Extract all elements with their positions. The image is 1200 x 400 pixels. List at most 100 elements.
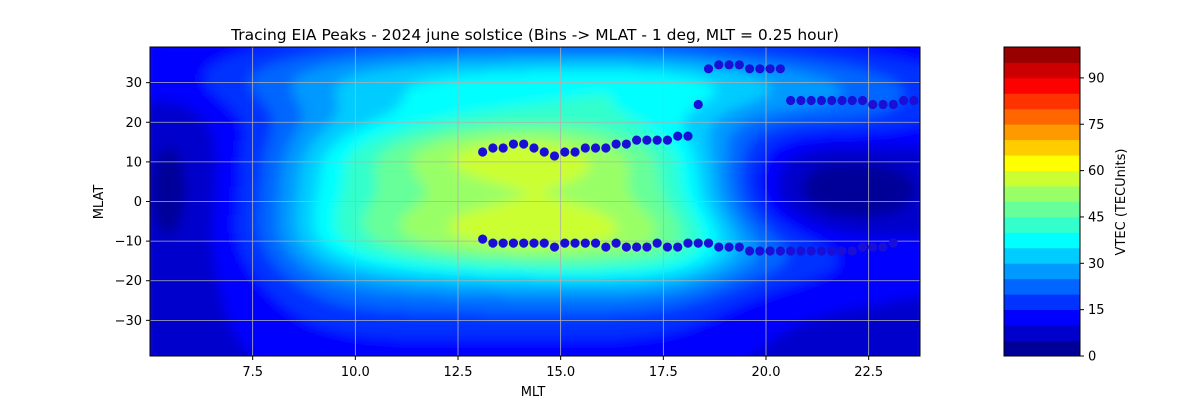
north-peak-point — [509, 139, 518, 148]
south-peak-point — [642, 242, 651, 251]
y-tick-label: 10 — [125, 155, 142, 170]
x-tick-label: 17.5 — [649, 365, 678, 380]
colorbar-band — [1004, 341, 1080, 357]
colorbar-tick-label: 75 — [1088, 118, 1105, 133]
north-peak-point — [817, 96, 826, 105]
colorbar-bands — [1004, 47, 1080, 356]
north-peak-point — [499, 143, 508, 152]
north-peak-point — [694, 100, 703, 109]
south-peak-point — [622, 242, 631, 251]
north-peak-point — [735, 60, 744, 69]
south-peak-point — [724, 242, 733, 251]
plot-area — [140, 37, 931, 368]
y-tick-label: 30 — [125, 76, 142, 91]
south-peak-point — [868, 242, 877, 251]
south-peak-point — [766, 246, 775, 255]
south-peak-point — [827, 246, 836, 255]
north-peak-point — [745, 64, 754, 73]
colorbar-label: VTEC (TECUnits) — [1114, 149, 1129, 256]
colorbar-band — [1004, 47, 1080, 63]
north-peak-point — [724, 60, 733, 69]
north-peak-point — [632, 135, 641, 144]
colorbar-band — [1004, 248, 1080, 264]
chart-title: Tracing EIA Peaks - 2024 june solstice (… — [230, 26, 839, 44]
south-peak-point — [735, 242, 744, 251]
colorbar-band — [1004, 62, 1080, 78]
south-peak-point — [488, 238, 497, 247]
south-peak-point — [632, 242, 641, 251]
colorbar-band — [1004, 263, 1080, 279]
south-peak-point — [550, 242, 559, 251]
south-peak-point — [714, 242, 723, 251]
colorbar-tick-label: 30 — [1088, 257, 1105, 272]
north-peak-point — [642, 135, 651, 144]
south-peak-point — [776, 246, 785, 255]
colorbar-tick-label: 45 — [1088, 210, 1105, 225]
colorbar-tick-label: 0 — [1088, 350, 1096, 365]
north-peak-point — [704, 64, 713, 73]
south-peak-point — [540, 238, 549, 247]
y-tick-label: −10 — [115, 235, 142, 250]
colorbar-tick-label: 60 — [1088, 164, 1105, 179]
south-peak-point — [889, 238, 898, 247]
north-peak-point — [653, 135, 662, 144]
colorbar-band — [1004, 140, 1080, 156]
south-peak-point — [683, 238, 692, 247]
colorbar-ticks: 0 15 30 45 60 75 90 — [1080, 71, 1105, 364]
south-peak-point — [478, 235, 487, 244]
colorbar-band — [1004, 202, 1080, 218]
south-peak-point — [858, 242, 867, 251]
north-peak-point — [878, 100, 887, 109]
south-peak-point — [848, 246, 857, 255]
south-peak-point — [704, 238, 713, 247]
south-peak-point — [499, 238, 508, 247]
north-peak-point — [663, 135, 672, 144]
north-peak-point — [889, 100, 898, 109]
y-axis-label: MLAT — [92, 185, 107, 220]
south-peak-point — [817, 246, 826, 255]
north-peak-point — [519, 139, 528, 148]
colorbar-band — [1004, 217, 1080, 233]
colorbar-band — [1004, 78, 1080, 94]
south-peak-point — [745, 246, 754, 255]
x-tick-label: 20.0 — [752, 365, 781, 380]
north-peak-point — [848, 96, 857, 105]
south-peak-point — [807, 246, 816, 255]
north-peak-point — [560, 147, 569, 156]
south-peak-point — [653, 238, 662, 247]
colorbar-band — [1004, 109, 1080, 125]
x-axis: 7.5 10.0 12.5 15.0 17.5 20.0 22.5 — [242, 356, 883, 380]
south-peak-point — [837, 246, 846, 255]
colorbar-band — [1004, 279, 1080, 295]
colorbar-band — [1004, 124, 1080, 140]
north-peak-point — [612, 139, 621, 148]
x-tick-label: 22.5 — [854, 365, 883, 380]
colorbar-band — [1004, 232, 1080, 248]
north-peak-point — [786, 96, 795, 105]
north-peak-point — [909, 96, 918, 105]
north-peak-point — [529, 143, 538, 152]
north-peak-point — [622, 139, 631, 148]
north-peak-point — [858, 96, 867, 105]
south-peak-point — [612, 238, 621, 247]
x-tick-label: 12.5 — [444, 365, 473, 380]
x-tick-label: 10.0 — [341, 365, 370, 380]
colorbar-tick-label: 90 — [1088, 71, 1105, 86]
x-tick-label: 7.5 — [242, 365, 263, 380]
north-peak-point — [714, 60, 723, 69]
colorbar-tick-label: 15 — [1088, 303, 1105, 318]
south-peak-point — [796, 246, 805, 255]
colorbar-band — [1004, 186, 1080, 202]
south-peak-point — [519, 238, 528, 247]
south-peak-point — [755, 246, 764, 255]
colorbar-band — [1004, 155, 1080, 171]
north-peak-point — [581, 143, 590, 152]
north-peak-point — [837, 96, 846, 105]
north-peak-point — [591, 143, 600, 152]
north-peak-point — [550, 151, 559, 160]
colorbar-band — [1004, 171, 1080, 187]
south-peak-point — [694, 238, 703, 247]
colorbar-band — [1004, 294, 1080, 310]
north-peak-point — [868, 100, 877, 109]
